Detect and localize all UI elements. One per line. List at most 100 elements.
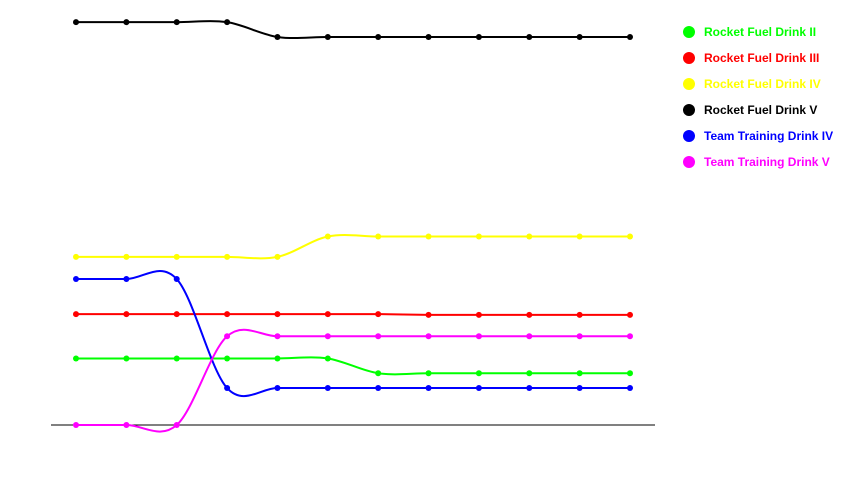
data-point[interactable] <box>425 33 432 40</box>
data-point[interactable] <box>173 276 180 283</box>
data-point[interactable] <box>576 385 583 392</box>
data-point[interactable] <box>627 233 633 240</box>
data-point[interactable] <box>73 311 79 318</box>
data-point[interactable] <box>324 233 331 240</box>
data-point[interactable] <box>224 311 231 318</box>
data-point[interactable] <box>576 333 583 340</box>
data-point[interactable] <box>123 422 130 428</box>
data-point[interactable] <box>425 311 432 318</box>
data-point[interactable] <box>475 33 482 40</box>
data-point[interactable] <box>627 33 633 40</box>
data-point[interactable] <box>224 19 231 26</box>
series-layer <box>73 19 633 433</box>
data-point[interactable] <box>576 233 583 240</box>
data-point[interactable] <box>475 233 482 240</box>
data-point[interactable] <box>73 253 79 260</box>
data-point[interactable] <box>274 311 281 318</box>
series-2 <box>73 233 633 260</box>
data-point[interactable] <box>123 276 130 283</box>
data-point[interactable] <box>73 355 79 362</box>
legend-marker <box>683 104 695 116</box>
legend-item[interactable]: Rocket Fuel Drink III <box>683 51 819 65</box>
data-point[interactable] <box>475 370 482 377</box>
series-line <box>76 269 630 398</box>
series-5 <box>73 328 633 433</box>
data-point[interactable] <box>173 19 180 26</box>
data-point[interactable] <box>324 385 331 392</box>
data-point[interactable] <box>375 385 382 392</box>
data-point[interactable] <box>274 333 281 340</box>
data-point[interactable] <box>224 253 231 260</box>
data-point[interactable] <box>526 370 533 377</box>
data-point[interactable] <box>274 355 281 362</box>
data-point[interactable] <box>324 333 331 340</box>
data-point[interactable] <box>274 385 281 392</box>
series-line <box>76 20 630 40</box>
legend-marker <box>683 130 695 142</box>
data-point[interactable] <box>224 355 231 362</box>
data-point[interactable] <box>526 333 533 340</box>
data-point[interactable] <box>475 333 482 340</box>
data-point[interactable] <box>627 333 633 340</box>
legend-label: Rocket Fuel Drink II <box>704 25 816 39</box>
legend-item[interactable]: Team Training Drink V <box>683 155 830 169</box>
data-point[interactable] <box>425 333 432 340</box>
data-point[interactable] <box>627 370 633 377</box>
data-point[interactable] <box>274 33 281 40</box>
legend-item[interactable]: Rocket Fuel Drink IV <box>683 77 821 91</box>
legend-label: Team Training Drink V <box>704 155 830 169</box>
data-point[interactable] <box>324 355 331 362</box>
data-point[interactable] <box>224 333 231 340</box>
legend-item[interactable]: Rocket Fuel Drink V <box>683 103 817 117</box>
legend-marker <box>683 26 695 38</box>
data-point[interactable] <box>375 333 382 340</box>
data-point[interactable] <box>123 253 130 260</box>
data-point[interactable] <box>375 311 382 318</box>
series-line <box>76 234 630 260</box>
series-line <box>76 313 630 316</box>
data-point[interactable] <box>73 422 79 428</box>
data-point[interactable] <box>526 385 533 392</box>
data-point[interactable] <box>274 253 281 260</box>
data-point[interactable] <box>73 19 79 26</box>
legend-label: Rocket Fuel Drink IV <box>704 77 821 91</box>
series-line <box>76 356 630 376</box>
data-point[interactable] <box>73 276 79 283</box>
data-point[interactable] <box>576 370 583 377</box>
data-point[interactable] <box>123 355 130 362</box>
data-point[interactable] <box>627 385 633 392</box>
data-point[interactable] <box>173 422 180 428</box>
series-3 <box>73 19 633 40</box>
data-point[interactable] <box>576 33 583 40</box>
series-line <box>75 328 630 433</box>
legend-marker <box>683 78 695 90</box>
legend-label: Rocket Fuel Drink III <box>704 51 819 65</box>
data-point[interactable] <box>375 370 382 377</box>
data-point[interactable] <box>475 311 482 318</box>
data-point[interactable] <box>526 233 533 240</box>
data-point[interactable] <box>425 370 432 377</box>
data-point[interactable] <box>475 385 482 392</box>
data-point[interactable] <box>224 385 231 392</box>
data-point[interactable] <box>324 311 331 318</box>
data-point[interactable] <box>375 33 382 40</box>
data-point[interactable] <box>425 233 432 240</box>
data-point[interactable] <box>425 385 432 392</box>
data-point[interactable] <box>526 33 533 40</box>
data-point[interactable] <box>627 311 633 318</box>
data-point[interactable] <box>173 253 180 260</box>
legend-marker <box>683 156 695 168</box>
data-point[interactable] <box>324 33 331 40</box>
legend-item[interactable]: Rocket Fuel Drink II <box>683 25 816 39</box>
series-4 <box>73 269 633 398</box>
data-point[interactable] <box>173 311 180 318</box>
data-point[interactable] <box>123 311 130 318</box>
series-0 <box>73 355 633 377</box>
data-point[interactable] <box>173 355 180 362</box>
legend-item[interactable]: Team Training Drink IV <box>683 129 833 143</box>
data-point[interactable] <box>526 311 533 318</box>
data-point[interactable] <box>123 19 130 26</box>
data-point[interactable] <box>576 311 583 318</box>
data-point[interactable] <box>375 233 382 240</box>
